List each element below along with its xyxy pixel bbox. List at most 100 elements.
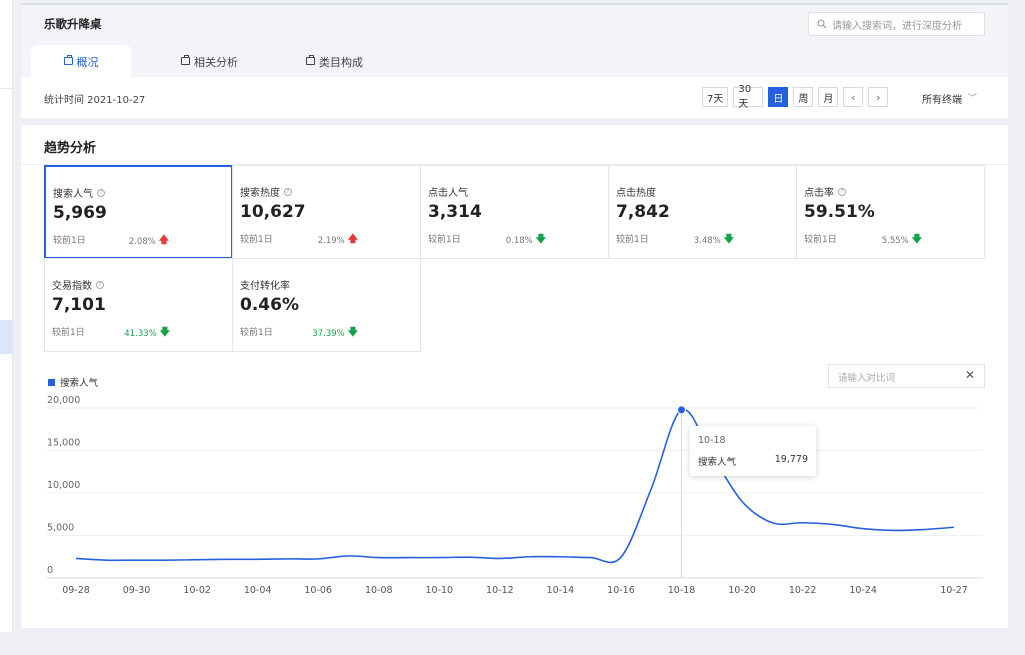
help-icon[interactable]: ? xyxy=(838,187,846,196)
tooltip-date: 10-18 xyxy=(698,435,726,446)
metric-label-text: 搜索热度 xyxy=(240,188,280,199)
x-tick-label: 10-18 xyxy=(668,585,696,596)
x-tick-label: 10-02 xyxy=(183,585,211,596)
bag-icon xyxy=(306,54,315,65)
help-icon[interactable]: ? xyxy=(284,187,292,196)
sidebar xyxy=(0,0,13,632)
legend-swatch xyxy=(48,378,55,386)
metric-change-value: 41.33% xyxy=(124,328,157,339)
trend-chart[interactable]: 0 5,000 10,000 15,000 20,000 09-28 09-30 10-02 1… xyxy=(21,125,1008,628)
metric-card-search-heat[interactable]: 搜索热度? 10,627 较前1日 2.19% 🡅 xyxy=(232,165,421,259)
x-tick-label: 10-10 xyxy=(426,585,454,596)
metric-compare: 较前1日 xyxy=(240,235,273,245)
metric-card-click-popularity[interactable]: 点击人气 3,314 较前1日 0.18% 🡇 xyxy=(420,165,609,259)
header-bar: 乐歌升降桌 请输入搜索词，进行深度分析 概况 相关分析 类目构成 xyxy=(21,5,1008,78)
metric-change: 2.19% 🡅 xyxy=(318,232,358,249)
section-title: 趋势分析 xyxy=(44,141,97,156)
legend-label: 搜索人气 xyxy=(60,378,99,389)
bag-icon xyxy=(181,54,190,65)
search-input[interactable]: 请输入搜索词，进行深度分析 xyxy=(808,12,985,36)
tab-related-analysis[interactable]: 相关分析 xyxy=(167,45,252,78)
metric-card-click-heat[interactable]: 点击热度 7,842 较前1日 3.48% 🡇 xyxy=(608,165,797,259)
metric-change: 37.39% 🡇 xyxy=(312,325,358,342)
metric-change-value: 5.55% xyxy=(881,235,909,246)
x-tick-label: 10-08 xyxy=(365,585,393,596)
help-icon[interactable]: ? xyxy=(96,280,104,289)
tab-label: 类目构成 xyxy=(319,55,363,69)
metric-label: 搜索热度? xyxy=(240,184,292,199)
metrics-grid: 搜索人气? 5,969 较前1日 2.08% 🡅 搜索热度? 10,627 较前1… xyxy=(44,165,985,353)
tooltip-series-name: 搜索人气 xyxy=(698,457,737,468)
metric-change-value: 2.19% xyxy=(317,235,345,246)
metric-value: 7,101 xyxy=(52,295,106,315)
metric-change: 0.18% 🡇 xyxy=(506,232,546,249)
filter-row: 统计时间 2021-10-27 7天 30天 日 周 月 ‹ › 所有终端 ﹀ xyxy=(21,77,1008,120)
y-tick-label: 5,000 xyxy=(47,523,74,534)
metric-label-text: 点击人气 xyxy=(428,188,468,199)
compare-word-input[interactable]: 请输入对比词 ✕ xyxy=(828,364,985,388)
search-icon xyxy=(817,19,827,29)
metric-change-value: 0.18% xyxy=(505,235,533,246)
period-7d-button[interactable]: 7天 xyxy=(702,87,729,107)
x-tick-label: 10-04 xyxy=(244,585,272,596)
section-divider xyxy=(21,164,1008,165)
metric-label: 交易指数? xyxy=(52,277,104,292)
tab-bar: 概况 相关分析 类目构成 xyxy=(31,45,377,78)
x-tick-label: 10-12 xyxy=(486,585,514,596)
x-tick-label: 10-27 xyxy=(940,585,968,596)
sidebar-divider xyxy=(0,88,13,89)
tab-overview[interactable]: 概况 xyxy=(31,45,131,78)
chevron-down-icon: ﹀ xyxy=(968,94,978,104)
y-tick-label: 10,000 xyxy=(47,480,80,491)
compare-placeholder: 请输入对比词 xyxy=(838,373,896,384)
period-30d-button[interactable]: 30天 xyxy=(733,84,764,110)
metric-compare: 较前1日 xyxy=(428,235,461,245)
metric-label: 支付转化率 xyxy=(240,277,290,292)
x-tick-label: 10-22 xyxy=(789,585,817,596)
arrow-up-icon: 🡅 xyxy=(158,235,169,246)
metric-label-text: 点击率 xyxy=(804,188,834,199)
tab-label: 概况 xyxy=(76,55,99,69)
metric-card-ctr[interactable]: 点击率? 59.51% 较前1日 5.55% 🡇 xyxy=(796,165,985,259)
metric-value: 3,314 xyxy=(428,202,482,222)
highlight-point xyxy=(677,405,687,415)
close-icon[interactable]: ✕ xyxy=(964,368,975,382)
y-tick-label: 20,000 xyxy=(47,395,80,406)
chevron-left-icon[interactable]: ‹ xyxy=(843,87,864,107)
bag-icon xyxy=(63,54,73,65)
metric-value: 59.51% xyxy=(804,202,875,222)
terminal-label: 所有终端 xyxy=(922,95,962,106)
series-line xyxy=(75,408,955,564)
y-tick-label: 0 xyxy=(47,565,53,576)
metric-card-search-popularity[interactable]: 搜索人气? 5,969 较前1日 2.08% 🡅 xyxy=(44,165,233,259)
sidebar-selected-item[interactable] xyxy=(0,320,13,354)
period-day-button[interactable]: 日 xyxy=(768,87,789,107)
metric-card-trade-index[interactable]: 交易指数? 7,101 较前1日 41.33% 🡇 xyxy=(44,258,233,352)
header-card: 乐歌升降桌 请输入搜索词，进行深度分析 概况 相关分析 类目构成 统计时间 20… xyxy=(21,3,1008,118)
x-tick-label: 10-14 xyxy=(547,585,575,596)
terminal-select[interactable]: 所有终端 ﹀ xyxy=(922,91,977,106)
chevron-right-icon[interactable]: › xyxy=(868,87,889,107)
metric-compare: 较前1日 xyxy=(240,328,273,338)
metric-card-conversion-rate[interactable]: 支付转化率 0.46% 较前1日 37.39% 🡇 xyxy=(232,258,421,352)
metric-change: 3.48% 🡇 xyxy=(694,232,734,249)
period-selector: 7天 30天 日 周 月 ‹ › xyxy=(702,84,889,110)
x-tick-label: 09-28 xyxy=(62,585,90,596)
tab-category[interactable]: 类目构成 xyxy=(292,45,377,78)
y-tick-label: 15,000 xyxy=(47,438,80,449)
metric-change: 5.55% 🡇 xyxy=(882,232,922,249)
metric-change: 2.08% 🡅 xyxy=(129,233,169,250)
chart-legend[interactable]: 搜索人气 xyxy=(48,375,98,389)
metric-change-value: 2.08% xyxy=(128,236,156,247)
metric-label-text: 搜索人气 xyxy=(53,189,93,200)
metric-value: 7,842 xyxy=(616,202,670,222)
page-title: 乐歌升降桌 xyxy=(44,17,102,31)
chart-tooltip: 10-18 搜索人气 19,779 xyxy=(690,426,816,476)
help-icon[interactable]: ? xyxy=(97,188,105,197)
x-tick-label: 09-30 xyxy=(123,585,151,596)
arrow-up-icon: 🡅 xyxy=(347,234,358,245)
trend-card: 趋势分析 搜索人气? 5,969 较前1日 2.08% 🡅 搜索热度? 10,62… xyxy=(21,125,1008,628)
period-month-button[interactable]: 月 xyxy=(818,87,839,107)
period-week-button[interactable]: 周 xyxy=(793,87,814,107)
arrow-down-icon: 🡇 xyxy=(911,234,922,245)
